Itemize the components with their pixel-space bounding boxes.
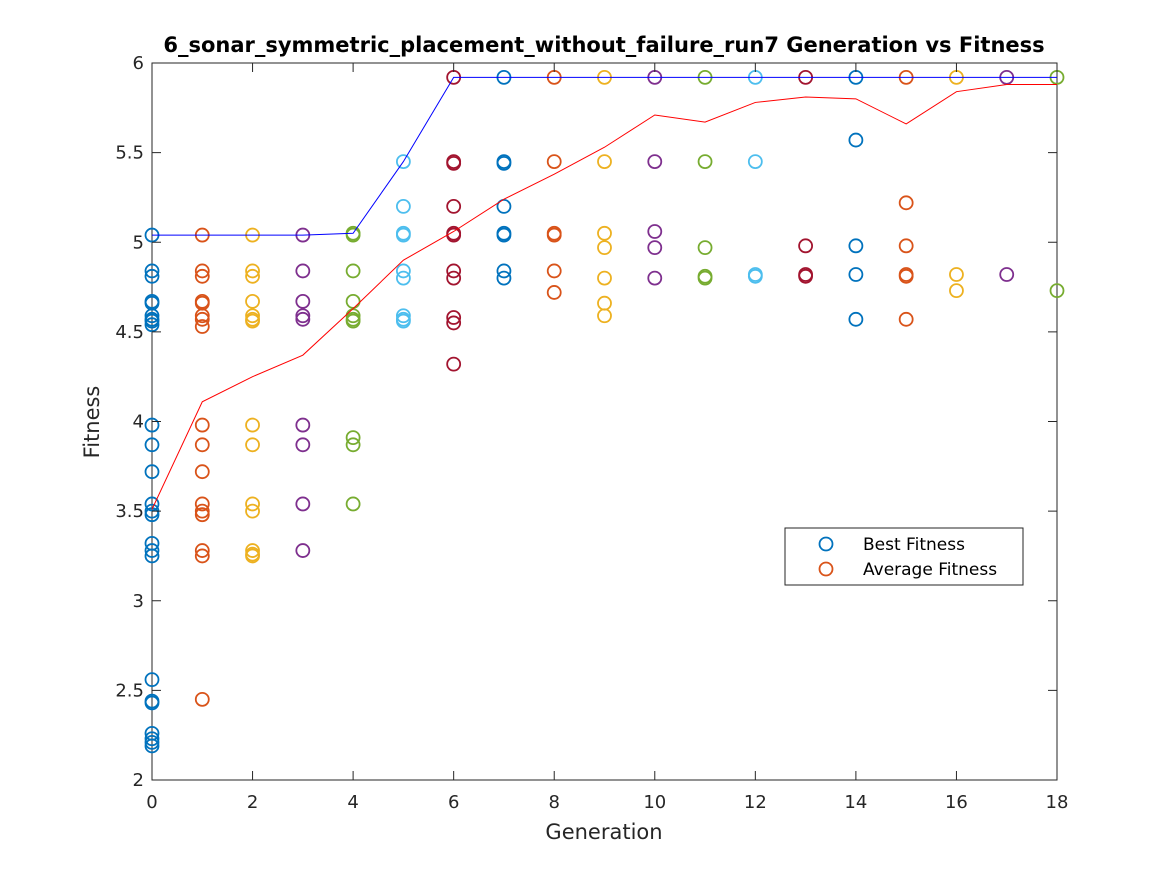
x-tick-label: 16 bbox=[945, 792, 968, 813]
legend-label-best-fitness: Best Fitness bbox=[863, 535, 965, 555]
x-axis-label: Generation bbox=[545, 820, 662, 844]
x-tick-label: 4 bbox=[347, 792, 358, 813]
x-tick-label: 2 bbox=[247, 792, 258, 813]
legend: Best Fitness Average Fitness bbox=[785, 528, 1023, 585]
y-tick-label: 4.5 bbox=[115, 322, 144, 343]
y-tick-label: 6 bbox=[133, 53, 144, 74]
y-tick-label: 2 bbox=[133, 770, 144, 791]
y-tick-label: 3 bbox=[133, 591, 144, 612]
y-tick-label: 4 bbox=[133, 412, 144, 433]
legend-label-average-fitness: Average Fitness bbox=[863, 560, 997, 580]
x-tick-label: 0 bbox=[146, 792, 157, 813]
x-tick-label: 10 bbox=[643, 792, 666, 813]
y-tick-label: 2.5 bbox=[115, 680, 144, 701]
x-tick-label: 18 bbox=[1046, 792, 1069, 813]
y-tick-label: 3.5 bbox=[115, 501, 144, 522]
x-tick-label: 6 bbox=[448, 792, 459, 813]
plot-area bbox=[152, 63, 1057, 780]
x-tick-label: 12 bbox=[744, 792, 767, 813]
y-tick-label: 5 bbox=[133, 232, 144, 253]
y-tick-label: 5.5 bbox=[115, 143, 144, 164]
x-tick-label: 8 bbox=[548, 792, 559, 813]
chart-title: 6_sonar_symmetric_placement_without_fail… bbox=[163, 33, 1044, 57]
y-axis-label: Fitness bbox=[80, 386, 104, 459]
x-tick-label: 14 bbox=[844, 792, 867, 813]
